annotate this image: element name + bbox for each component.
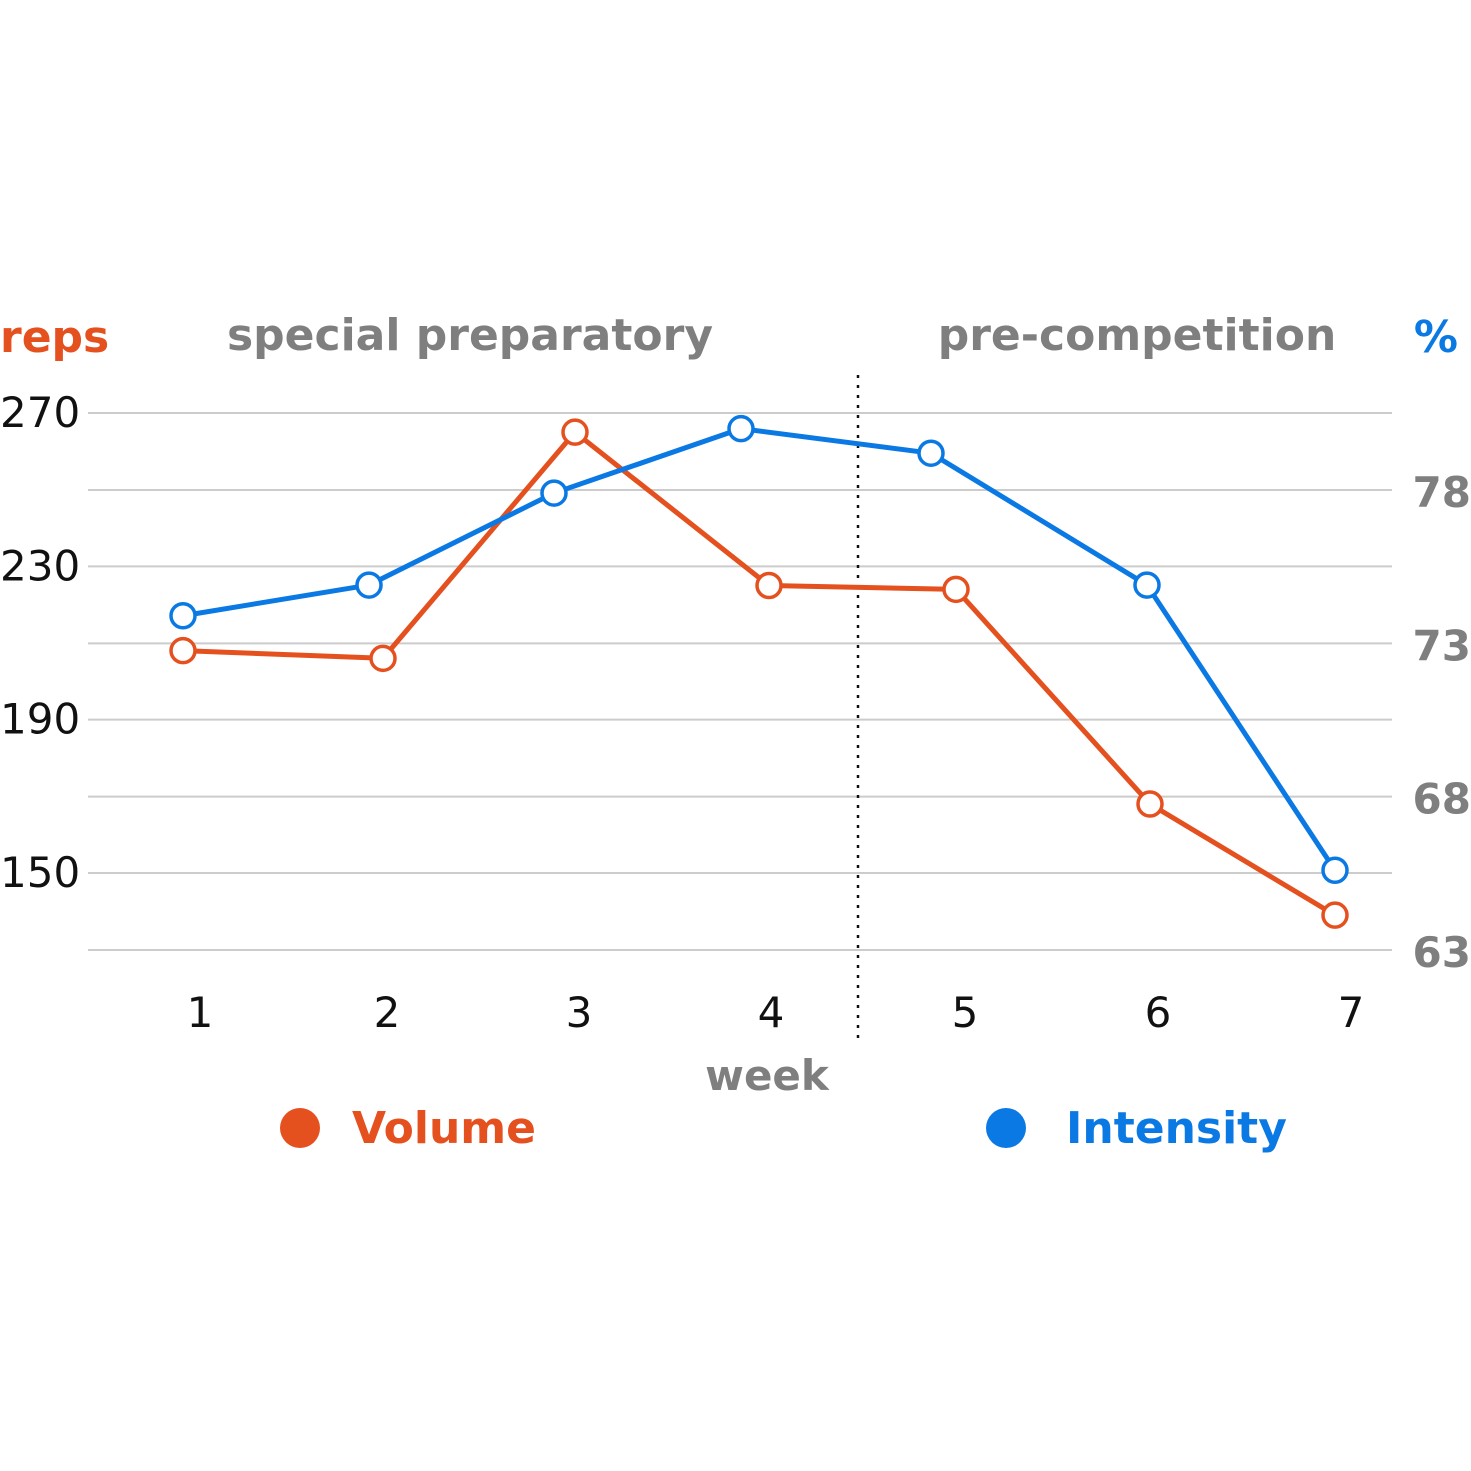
x-axis-title: week xyxy=(705,1051,830,1100)
left-axis-tick-label: 190 xyxy=(0,695,80,744)
gridlines xyxy=(88,412,1392,951)
right-axis-tick-label: 68 xyxy=(1413,775,1471,824)
x-axis-tick-label: 1 xyxy=(187,988,214,1037)
left-axis-ticks: 270 230 190 150 xyxy=(0,388,80,897)
legend: Volume Intensity xyxy=(280,1103,1287,1154)
x-axis-tick-label: 3 xyxy=(566,988,593,1037)
legend-intensity-marker xyxy=(986,1108,1026,1148)
series-line-volume xyxy=(182,429,1337,918)
x-axis-tick-label: 4 xyxy=(758,988,785,1037)
right-axis-ticks: 78 73 68 63 xyxy=(1413,468,1471,977)
point-volume-week-1 xyxy=(169,636,197,665)
series-layer xyxy=(169,414,1349,929)
point-intensity-week-1 xyxy=(169,601,197,630)
point-volume-week-7 xyxy=(1321,901,1349,929)
right-axis-tick-label: 73 xyxy=(1413,621,1471,670)
x-axis-tick-label: 2 xyxy=(374,988,401,1037)
point-volume-week-5 xyxy=(942,575,970,604)
left-axis-tick-label: 270 xyxy=(0,388,80,437)
x-axis-tick-label: 7 xyxy=(1338,988,1365,1037)
legend-intensity-label: Intensity xyxy=(1066,1103,1287,1154)
left-axis-tick-label: 150 xyxy=(0,848,80,897)
legend-volume-marker xyxy=(280,1108,320,1148)
legend-volume-label: Volume xyxy=(352,1103,536,1154)
right-axis-tick-label: 78 xyxy=(1413,468,1471,517)
point-intensity-week-2 xyxy=(355,571,383,599)
x-axis-ticks: 1 2 3 4 5 6 7 xyxy=(187,988,1365,1037)
point-intensity-week-5 xyxy=(917,439,945,467)
point-volume-week-4 xyxy=(755,571,783,600)
point-intensity-week-6 xyxy=(1133,571,1161,599)
left-axis-title: reps xyxy=(0,312,109,363)
left-axis-tick-label: 230 xyxy=(0,541,80,590)
right-axis-tick-label: 63 xyxy=(1413,928,1471,977)
phase-label-special-preparatory: special preparatory xyxy=(227,310,713,361)
x-axis-tick-label: 6 xyxy=(1145,988,1172,1037)
phase-label-pre-competition: pre-competition xyxy=(938,310,1337,361)
point-volume-week-3 xyxy=(561,418,589,446)
point-volume-week-6 xyxy=(1136,790,1164,818)
x-axis-tick-label: 5 xyxy=(952,988,979,1037)
point-intensity-week-7 xyxy=(1321,856,1349,885)
point-intensity-week-4 xyxy=(727,414,755,443)
point-intensity-week-3 xyxy=(540,479,568,507)
right-axis-title: % xyxy=(1414,312,1458,363)
point-volume-week-2 xyxy=(369,644,397,673)
